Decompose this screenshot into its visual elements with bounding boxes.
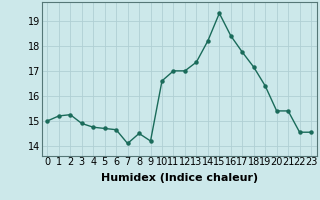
X-axis label: Humidex (Indice chaleur): Humidex (Indice chaleur) xyxy=(100,173,258,183)
